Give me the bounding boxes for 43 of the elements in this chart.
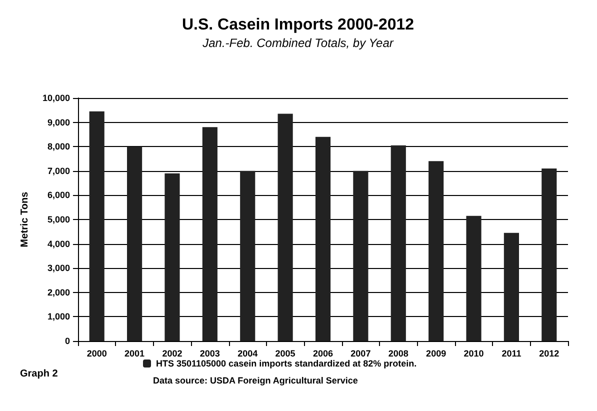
- y-tick-label: 4,000: [47, 238, 70, 249]
- x-tick-label: 2011: [502, 348, 522, 358]
- caption: Graph 2: [20, 368, 58, 380]
- bar: [542, 168, 557, 341]
- x-tick-label: 2005: [275, 348, 296, 358]
- x-tick-label: 2003: [200, 348, 220, 358]
- source-note: Data source: USDA Foreign Agricultural Service: [153, 376, 358, 386]
- bar: [390, 145, 406, 341]
- bar: [504, 232, 519, 341]
- chart-title: U.S. Casein Imports 2000-2012: [182, 16, 414, 34]
- y-tick-label: 5,000: [47, 214, 70, 224]
- y-tick-label: 9,000: [47, 117, 70, 128]
- bar: [164, 173, 180, 341]
- x-tick-label: 2009: [426, 348, 446, 358]
- y-tick-label: 2,000: [47, 287, 70, 298]
- x-tick-label: 2002: [162, 348, 182, 358]
- y-tick-label: 8,000: [47, 142, 70, 152]
- y-tick-label: 6,000: [47, 190, 70, 200]
- y-tick-label: 0: [64, 336, 70, 346]
- y-tick-label: 7,000: [47, 166, 70, 176]
- x-tick-label: 2006: [312, 348, 334, 358]
- y-tick-label: 3,000: [47, 263, 70, 274]
- chart-subtitle: Jan.-Feb. Combined Totals, by Year: [202, 36, 394, 50]
- bar: [278, 114, 293, 341]
- bar: [428, 161, 444, 341]
- bar: [240, 170, 256, 341]
- y-tick-label: 10,000: [42, 93, 70, 103]
- bar: [127, 146, 142, 341]
- bar: [353, 170, 368, 341]
- bar: [315, 136, 331, 341]
- legend-label: HTS 3501105000 casein imports standardized at 82% protein.: [156, 358, 417, 368]
- x-tick-label: 2010: [464, 348, 484, 358]
- bar: [89, 111, 104, 341]
- y-axis-title: Metric Tons: [20, 191, 30, 248]
- bar: [466, 216, 482, 341]
- x-tick-label: 2000: [86, 348, 107, 358]
- x-tick-label: 2001: [124, 348, 145, 358]
- y-tick-label: 1,000: [47, 312, 70, 322]
- x-tick-label: 2008: [388, 348, 408, 358]
- bar: [202, 127, 218, 341]
- x-tick-label: 2007: [350, 348, 371, 358]
- x-tick-label: 2004: [238, 348, 258, 358]
- x-tick-label: 2012: [539, 348, 560, 358]
